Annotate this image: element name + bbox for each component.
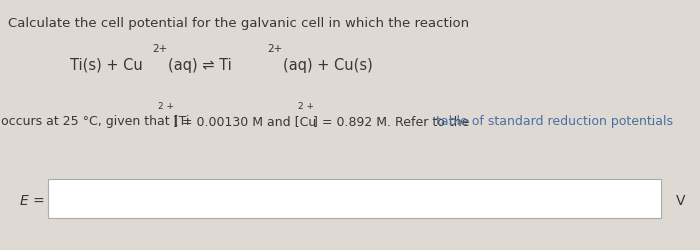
Text: 2 +: 2 + <box>298 102 314 111</box>
Text: ] = 0.00130 M and [Cu: ] = 0.00130 M and [Cu <box>173 115 316 128</box>
Text: (aq) ⇌ Ti: (aq) ⇌ Ti <box>168 58 232 73</box>
FancyBboxPatch shape <box>48 179 661 218</box>
Text: (aq) + Cu(s): (aq) + Cu(s) <box>283 58 372 73</box>
Text: .: . <box>651 115 655 128</box>
Text: table of standard reduction potentials: table of standard reduction potentials <box>436 115 673 128</box>
Text: 2 +: 2 + <box>158 102 174 111</box>
Text: E =: E = <box>20 194 44 208</box>
Text: 2+: 2+ <box>267 44 283 54</box>
Text: occurs at 25 °C, given that [Ti: occurs at 25 °C, given that [Ti <box>1 115 190 128</box>
Text: Ti(s) + Cu: Ti(s) + Cu <box>70 58 143 73</box>
Text: V: V <box>676 194 685 208</box>
Text: ] = 0.892 M. Refer to the: ] = 0.892 M. Refer to the <box>313 115 473 128</box>
Text: 2+: 2+ <box>153 44 168 54</box>
Text: Calculate the cell potential for the galvanic cell in which the reaction: Calculate the cell potential for the gal… <box>8 18 470 30</box>
